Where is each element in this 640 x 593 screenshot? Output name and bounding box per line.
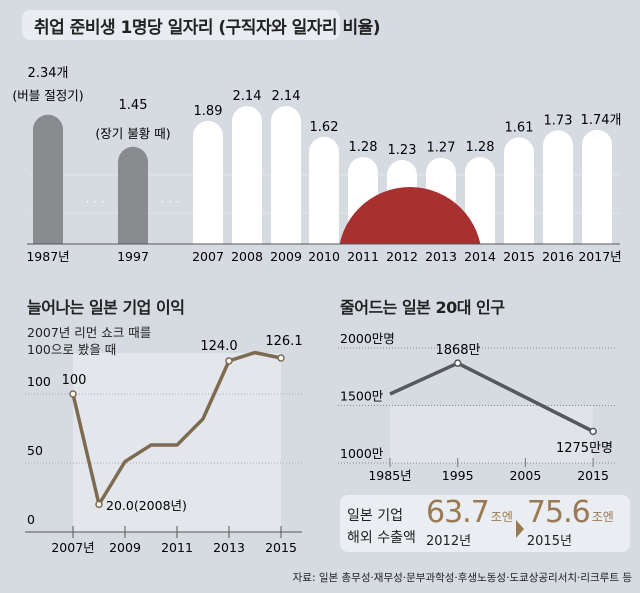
bar-value-label: 1.74개 [581,113,622,128]
y-tick-label: 0 [27,512,35,527]
export-to: 75.6 조엔 2015년 [526,495,614,550]
bar-1987년 [33,114,63,244]
x-tick-label: 2005 [509,468,541,483]
bar-value-label: 1.61 [505,121,534,136]
bar-2007 [193,120,223,244]
export-to-value: 75.6 [526,495,591,530]
x-tick-label: 1987년 [26,249,69,264]
bar-1997 [118,146,148,244]
title-box [22,10,340,40]
page-title: 취업 준비생 1명당 일자리 (구직자와 일자리 비율) [34,18,381,38]
export-from-value: 63.7 [426,495,490,530]
bar-2014 [465,157,495,244]
x-tick-label: 2010 [308,249,340,264]
data-point [589,427,597,436]
data-label: 124.0 [200,339,237,354]
bar-value-label: 1.62 [310,120,339,135]
bar-2016 [543,130,573,244]
y-tick-label: 100 [27,374,51,389]
x-tick-label: 2015 [577,468,609,483]
y-tick-label: 1500만 [340,389,384,404]
bar-value-label: 2.34개 [28,66,69,81]
y-tick-label: 1000만 [340,446,384,461]
data-label: 1868만 [435,343,480,358]
data-point [95,500,103,509]
x-tick-label: 1995 [442,468,474,483]
data-point [277,354,285,362]
export-label-2: 해외 수출액 [347,530,416,546]
bar-2008 [232,106,262,244]
x-tick-label: 2013 [213,540,245,555]
x-tick-label: 2008 [231,249,263,264]
data-label: 126.1 [265,334,302,349]
bar-value-label: 2.14 [272,89,301,104]
bar-2015 [504,137,534,244]
bar-value-label: 1.27 [427,141,456,156]
x-tick-label: 2009 [109,540,141,555]
red-sun-circle [339,187,481,244]
plot-area-shade [73,353,281,532]
bar-value-label: 1.45 [119,98,148,113]
y-tick-label: 2000만명 [340,331,395,346]
arrow-right-icon [515,520,524,538]
x-tick-label: 2011 [347,249,379,264]
x-tick-label: 2013 [425,249,457,264]
x-tick-label: 1997 [117,249,149,264]
x-tick-label: 2007년 [51,540,94,555]
bar-annotation: (장기 불황 때) [95,126,170,141]
data-label: 100 [62,373,87,388]
profit-chart-title: 늘어나는 일본 기업 이익 [27,298,185,317]
export-summary-box [340,495,630,552]
x-tick-label: 2014 [464,249,496,264]
data-label: 1275만명 [556,441,613,456]
export-from: 63.7 조엔 2012년 [426,495,513,550]
bar-2010 [309,136,339,244]
profit-line [71,350,282,507]
x-tick-label: 2009 [270,249,302,264]
gap-marker: · · · [85,195,104,209]
export-to-year: 2015년 [526,534,572,549]
bar-annotation: (버블 절정기) [12,88,83,103]
bar-value-label: 1.73 [544,113,573,128]
population-chart-title: 줄어드는 일본 20대 인구 [340,298,505,317]
bar-value-label: 1.89 [194,104,223,119]
data-point [453,359,462,367]
export-to-unit: 조엔 [591,510,614,524]
export-values: 63.7 조엔 2012년 75.6 조엔 2015년 [426,495,614,550]
x-tick-label: 2012 [386,249,418,264]
x-tick-label: 2015 [265,540,297,555]
export-from-year: 2012년 [426,534,472,549]
source-note: 자료: 일본 총무성·재무성·문부과학성·후생노동성·도쿄상공리서치·리크루트 … [292,572,632,584]
export-label-1: 일본 기업 [347,508,403,524]
bar-value-label: 1.28 [466,140,495,155]
x-tick-label: 2016 [542,249,574,264]
x-tick-label: 1985년 [368,468,411,483]
x-tick-label: 2017년 [578,249,621,264]
bar-value-label: 1.28 [349,140,378,155]
data-label: 20.0(2008년) [106,498,187,513]
bar-2017년 [582,129,612,244]
export-from-unit: 조엔 [490,510,513,524]
y-tick-label: 50 [27,443,43,458]
profit-chart-subtitle-1: 2007년 리먼 쇼크 때를 [27,325,152,340]
bar-value-label: 1.23 [388,143,417,158]
data-point [225,357,233,365]
x-tick-label: 2011 [161,540,193,555]
profit-chart-subtitle-2: 100으로 봤을 때 [27,342,117,357]
gap-marker: · · · [160,195,179,209]
data-point [69,390,77,398]
bar-2009 [271,106,301,244]
x-tick-label: 2007 [192,249,224,264]
bar-value-label: 2.14 [233,89,262,104]
x-tick-label: 2015 [503,249,535,264]
